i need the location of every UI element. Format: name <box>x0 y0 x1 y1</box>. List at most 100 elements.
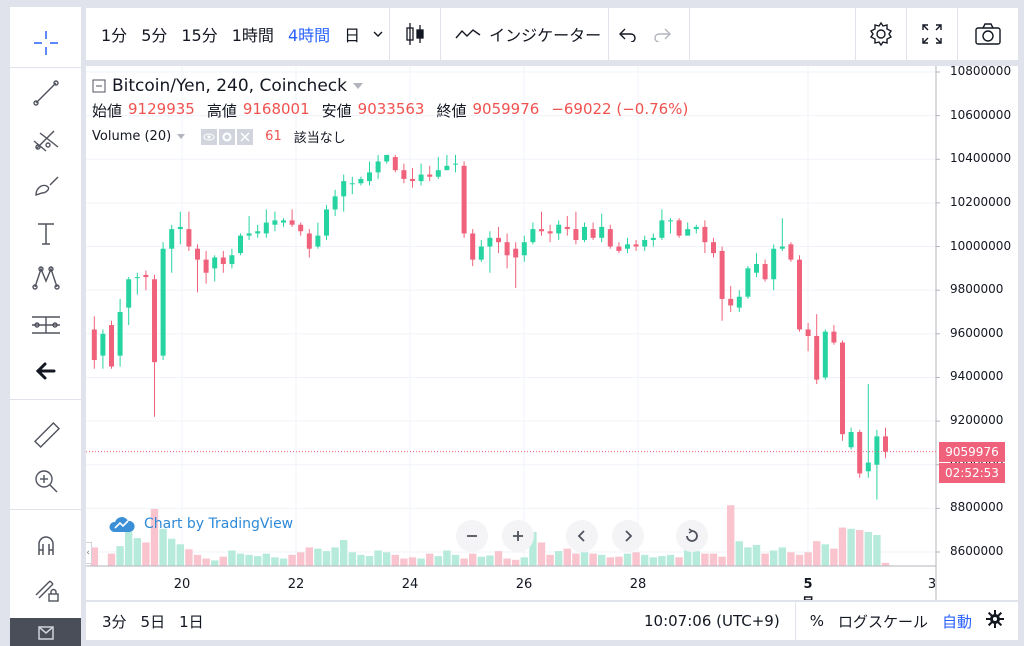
candle-body[interactable] <box>539 229 544 232</box>
pattern-icon[interactable] <box>10 257 81 297</box>
candles-icon[interactable] <box>390 8 440 60</box>
interval-5m[interactable]: 5分 <box>141 26 168 45</box>
reset-chart-button[interactable] <box>676 520 708 552</box>
candle-body[interactable] <box>702 226 708 243</box>
candle-body[interactable] <box>367 172 372 182</box>
scroll-left-button[interactable] <box>566 520 598 552</box>
magnet-icon[interactable] <box>10 525 81 565</box>
candle-body[interactable] <box>564 226 570 230</box>
candle-body[interactable] <box>134 277 140 279</box>
candle-body[interactable] <box>298 224 304 232</box>
collapse-legend-icon[interactable] <box>92 79 106 93</box>
indicators-button[interactable]: インジケーター <box>441 8 608 60</box>
candle-body[interactable] <box>461 165 467 234</box>
log-scale-toggle[interactable]: ログスケール <box>837 612 928 631</box>
crosshair-icon[interactable] <box>10 23 81 63</box>
candle-body[interactable] <box>203 259 209 273</box>
candle-body[interactable] <box>874 436 880 465</box>
candle-body[interactable] <box>315 235 321 247</box>
candle-body[interactable] <box>410 178 415 182</box>
candle-body[interactable] <box>625 244 630 249</box>
candle-body[interactable] <box>324 209 329 236</box>
candle-body[interactable] <box>693 226 699 230</box>
candle-body[interactable] <box>117 312 123 356</box>
candle-body[interactable] <box>521 242 527 256</box>
candle-body[interactable] <box>220 257 226 264</box>
candle-body[interactable] <box>306 233 312 249</box>
candle-body[interactable] <box>676 220 682 236</box>
symbol-title[interactable]: Bitcoin/Yen, 240, Coincheck <box>112 76 347 96</box>
candle-body[interactable] <box>435 170 441 177</box>
gear-icon[interactable] <box>979 610 1018 632</box>
candle-body[interactable] <box>590 229 596 238</box>
interval-1m[interactable]: 1分 <box>101 26 128 45</box>
chart-pane[interactable]: Bitcoin/Yen, 240, Coincheck 始値 9129935 高値… <box>86 66 1018 600</box>
ruler-icon[interactable] <box>10 415 81 455</box>
trend-line-icon[interactable] <box>10 73 81 113</box>
zoom-in-button[interactable] <box>502 520 534 552</box>
candle-body[interactable] <box>177 226 183 230</box>
scroll-right-button[interactable] <box>612 520 644 552</box>
candle-body[interactable] <box>805 329 811 336</box>
candle-body[interactable] <box>186 229 192 247</box>
candle-body[interactable] <box>238 235 243 254</box>
chevron-down-icon[interactable] <box>367 8 389 60</box>
candle-body[interactable] <box>281 220 286 223</box>
candle-body[interactable] <box>470 233 476 260</box>
candle-body[interactable] <box>659 220 665 238</box>
candle-body[interactable] <box>616 246 622 251</box>
candle-body[interactable] <box>478 246 484 260</box>
chevron-down-icon[interactable] <box>353 83 363 89</box>
clock-timezone[interactable]: 10:07:06 (UTC+9) <box>644 612 780 630</box>
zoom-out-button[interactable] <box>456 520 488 552</box>
candle-body[interactable] <box>212 257 218 269</box>
candle-body[interactable] <box>169 229 175 249</box>
brush-icon[interactable] <box>10 167 81 207</box>
candle-body[interactable] <box>384 154 390 162</box>
undo-icon[interactable] <box>609 8 645 60</box>
volume-label[interactable]: Volume (20) <box>92 129 172 144</box>
candle-body[interactable] <box>152 279 157 363</box>
candle-body[interactable] <box>358 178 364 184</box>
candle-body[interactable] <box>229 255 235 264</box>
candle-body[interactable] <box>771 248 777 280</box>
candle-body[interactable] <box>582 226 587 240</box>
candle-body[interactable] <box>745 268 751 297</box>
candle-body[interactable] <box>272 220 278 225</box>
interval-1d[interactable]: 日 <box>344 26 361 45</box>
candle-body[interactable] <box>797 259 802 330</box>
candle-body[interactable] <box>263 222 269 234</box>
candle-body[interactable] <box>289 220 295 225</box>
candle-body[interactable] <box>848 432 854 448</box>
prediction-tools-icon[interactable] <box>10 305 81 345</box>
candle-body[interactable] <box>109 325 114 367</box>
range-5d[interactable]: 5日 <box>140 612 166 631</box>
candle-body[interactable] <box>728 298 734 306</box>
candle-body[interactable] <box>857 432 863 474</box>
candle-body[interactable] <box>91 329 97 360</box>
zoom-in-icon[interactable] <box>10 461 81 501</box>
gear-icon[interactable] <box>219 128 236 145</box>
candle-body[interactable] <box>642 240 648 247</box>
camera-icon[interactable] <box>958 8 1018 60</box>
close-icon[interactable] <box>237 128 254 145</box>
candle-body[interactable] <box>496 237 501 243</box>
back-arrow-icon[interactable] <box>10 351 81 391</box>
chevron-down-icon[interactable] <box>177 134 186 139</box>
candle-body[interactable] <box>736 296 742 308</box>
candle-body[interactable] <box>341 181 347 197</box>
candle-body[interactable] <box>504 242 510 256</box>
lock-drawings-icon[interactable] <box>10 569 81 609</box>
candle-body[interactable] <box>255 231 261 234</box>
candle-body[interactable] <box>762 264 768 280</box>
candle-body[interactable] <box>401 170 407 179</box>
candle-body[interactable] <box>126 279 132 308</box>
candle-body[interactable] <box>668 220 673 222</box>
chart-canvas[interactable] <box>86 66 1018 600</box>
candle-body[interactable] <box>883 436 888 452</box>
candle-body[interactable] <box>100 333 106 356</box>
redo-icon[interactable] <box>645 8 681 60</box>
candle-body[interactable] <box>840 342 845 435</box>
candle-body[interactable] <box>427 174 433 177</box>
candle-body[interactable] <box>754 264 759 273</box>
